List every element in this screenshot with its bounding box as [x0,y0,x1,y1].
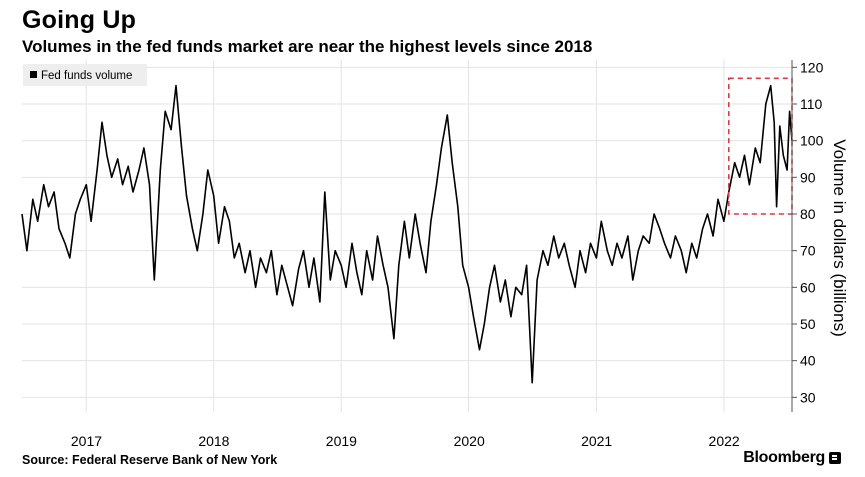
legend-background [23,64,147,86]
y-tick-label: 40 [800,353,816,369]
highlight-dashed-box [727,77,793,215]
series-line-fed-funds-volume [21,84,793,384]
y-tick-label: 60 [800,279,816,295]
axes: 30 40 50 60 70 80 90 100 110 120 2017 2018 2019 2020 2… [71,59,824,449]
y-tick-label: 70 [800,243,816,259]
grid-lines [22,60,792,412]
source-note: Source: Federal Reserve Bank of New York [22,453,278,467]
x-tick-label: 2021 [581,433,612,449]
y-tick-label: 90 [800,169,816,185]
y-tick-label: 80 [800,206,816,222]
x-tick-label: 2019 [326,433,357,449]
legend-entry: Fed funds volume [41,70,132,82]
y-tick-label: 120 [800,59,824,75]
y-axis-label: Volume in dollars (billions) [830,139,849,336]
annotation-layer [727,77,793,215]
x-tick-label: 2020 [454,433,485,449]
x-tick-label: 2018 [198,433,229,449]
chart-title: Going Up [22,6,137,34]
x-tick-label: 2017 [71,433,102,449]
y-tick-label: 110 [800,96,823,112]
y-tick-label: 30 [800,389,816,405]
bloomberg-terminal-icon [829,452,841,464]
series-layer [21,84,793,384]
chart-legend: Fed funds volume [23,64,147,86]
y-tick-label: 50 [800,316,816,332]
chart-subtitle: Volumes in the fed funds market are near… [22,37,593,56]
x-tick-label: 2022 [709,433,740,449]
bloomberg-logo: Bloomberg [743,449,841,467]
legend-swatch [30,71,37,78]
y-tick-label: 100 [800,133,824,149]
brand-name: Bloomberg [743,449,825,466]
